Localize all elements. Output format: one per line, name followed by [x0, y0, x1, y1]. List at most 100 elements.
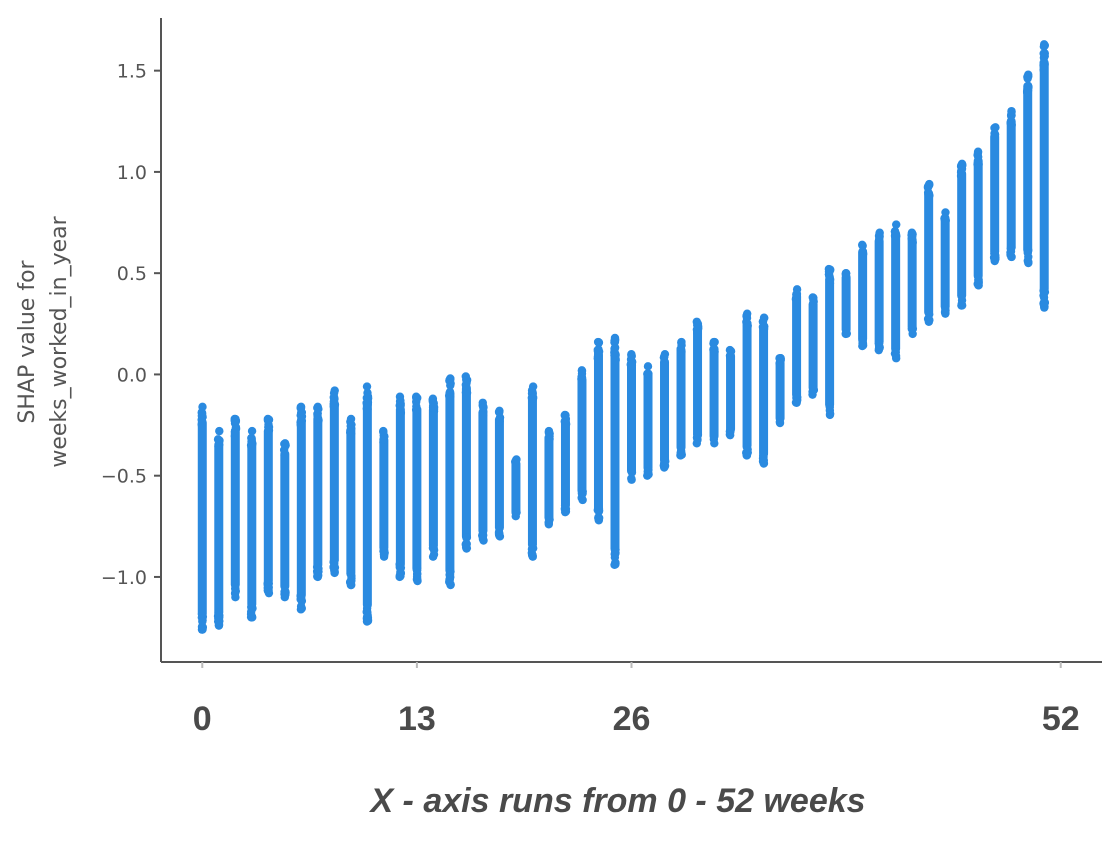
data-points: [197, 40, 1050, 634]
data-point: [347, 580, 356, 590]
data-point: [247, 612, 257, 622]
data-point: [264, 415, 274, 424]
data-point: [611, 560, 620, 569]
data-point: [1006, 244, 1016, 254]
data-point: [677, 347, 686, 357]
data-point: [346, 421, 355, 431]
data-point: [1007, 107, 1016, 117]
data-point: [313, 403, 322, 413]
data-point: [478, 532, 487, 541]
data-point: [874, 344, 884, 353]
data-point: [231, 416, 241, 425]
data-point: [710, 337, 719, 347]
data-point: [297, 415, 306, 424]
data-point: [627, 474, 636, 483]
data-point: [511, 456, 521, 465]
data-point: [776, 354, 785, 363]
data-point: [924, 181, 933, 191]
data-point: [279, 445, 289, 455]
x-axis-caption: X - axis runs from 0 - 52 weeks: [368, 782, 865, 820]
data-point: [396, 561, 405, 570]
y-tick-label: −0.5: [101, 466, 147, 488]
data-point: [296, 595, 305, 604]
data-point: [991, 253, 1000, 262]
data-point: [908, 322, 917, 332]
data-point: [825, 409, 835, 418]
data-point: [247, 441, 257, 450]
data-point: [1006, 118, 1015, 128]
data-point: [230, 427, 240, 436]
data-point: [462, 375, 472, 385]
data-point: [824, 267, 834, 276]
data-point: [874, 231, 884, 241]
data-point: [380, 548, 389, 558]
data-point: [528, 550, 537, 560]
data-point: [330, 561, 339, 571]
data-point: [362, 608, 372, 617]
data-point: [264, 422, 274, 432]
data-point: [247, 602, 256, 612]
data-point: [676, 448, 685, 458]
data-point: [215, 426, 224, 436]
data-point: [660, 461, 670, 471]
data-point: [429, 550, 439, 559]
data-point: [561, 507, 571, 516]
data-point: [362, 382, 372, 391]
data-point: [725, 430, 735, 439]
data-point: [197, 609, 207, 619]
data-point: [1024, 72, 1033, 81]
x-ticks: 0 13 26 52: [193, 662, 1080, 738]
data-point: [411, 405, 421, 415]
data-point: [925, 315, 934, 325]
data-point: [1023, 248, 1032, 257]
data-point: [610, 335, 620, 345]
data-point: [428, 543, 438, 553]
data-point: [313, 414, 322, 424]
data-point: [560, 501, 570, 510]
data-point: [379, 434, 389, 444]
data-point: [577, 372, 586, 382]
data-point: [578, 487, 587, 496]
data-point: [314, 564, 323, 573]
data-point: [611, 355, 620, 365]
x-tick-label: 13: [398, 700, 436, 738]
data-point: [593, 354, 602, 363]
data-point: [379, 427, 388, 437]
y-tick-label: −1.0: [101, 567, 147, 589]
data-point: [775, 417, 785, 426]
y-tick-label: 1.0: [117, 162, 147, 184]
data-point: [329, 388, 339, 398]
data-point: [626, 355, 636, 364]
data-point: [610, 549, 620, 559]
data-point: [528, 393, 538, 402]
data-point: [462, 540, 471, 549]
data-point: [891, 348, 900, 357]
data-point: [263, 586, 273, 595]
data-point: [974, 160, 983, 169]
data-point: [494, 407, 504, 417]
data-point: [544, 427, 554, 437]
data-point: [544, 517, 553, 527]
data-point: [610, 348, 619, 358]
data-point: [808, 387, 817, 396]
data-point: [1039, 42, 1049, 51]
data-point: [479, 403, 488, 413]
data-point: [296, 403, 306, 413]
data-point: [478, 411, 488, 420]
data-point: [1039, 61, 1048, 70]
data-point: [809, 301, 818, 310]
data-point: [462, 382, 471, 392]
data-point: [709, 435, 719, 444]
data-point: [958, 161, 967, 170]
data-point: [214, 437, 224, 446]
data-point: [396, 571, 405, 581]
data-point: [742, 313, 752, 323]
data-point: [445, 392, 455, 401]
data-point: [709, 345, 718, 354]
data-point: [825, 402, 835, 412]
data-point: [940, 214, 949, 223]
data-point: [197, 411, 207, 421]
x-tick-label: 0: [193, 700, 212, 738]
